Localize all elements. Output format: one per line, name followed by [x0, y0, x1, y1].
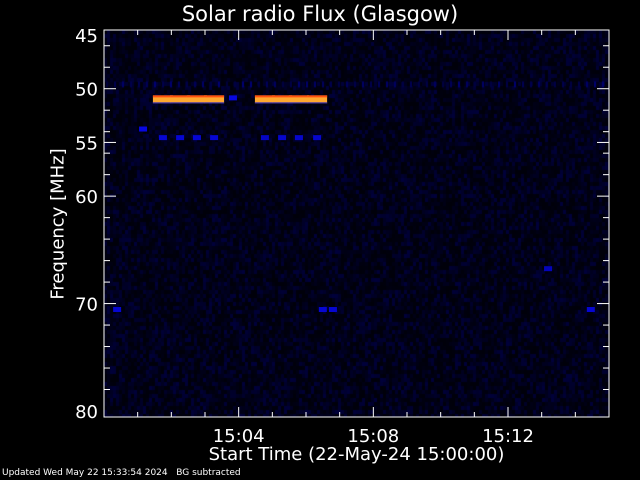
y-tick-label: 60	[75, 187, 98, 208]
burst-mark-base	[152, 102, 173, 104]
burst-mark	[113, 307, 122, 313]
burst-mark	[544, 266, 553, 272]
burst-mark-base	[254, 102, 275, 104]
burst-mark-edge	[272, 95, 293, 98]
y-tick-label: 70	[75, 295, 98, 316]
x-axis-label: Start Time (22-May-24 15:00:00)	[208, 444, 505, 465]
burst-mark	[210, 135, 219, 141]
burst-mark-base	[288, 102, 309, 104]
burst-mark	[586, 307, 595, 313]
burst-mark-base	[204, 102, 225, 104]
burst-mark	[228, 95, 237, 101]
y-tick-label: 45	[75, 26, 98, 47]
burst-mark	[318, 307, 327, 313]
plot-frame	[103, 29, 610, 418]
y-tick-label: 50	[75, 80, 98, 101]
burst-mark	[288, 95, 309, 104]
burst-mark	[192, 135, 201, 141]
burst-mark	[294, 135, 303, 141]
burst-mark	[176, 135, 185, 141]
burst-mark	[272, 95, 293, 104]
burst-mark	[158, 135, 167, 141]
burst-mark	[328, 307, 337, 313]
burst-mark	[313, 135, 322, 141]
burst-mark	[260, 135, 269, 141]
burst-mark-base	[272, 102, 293, 104]
burst-mark-edge	[254, 95, 275, 98]
burst-mark	[204, 95, 225, 104]
x-tick-label: 15:08	[347, 426, 399, 447]
burst-mark-edge	[288, 95, 309, 98]
footer: Updated Wed May 22 15:33:54 2024 BG subt…	[2, 468, 241, 478]
burst-mark-base	[307, 102, 328, 104]
burst-mark-edge	[307, 95, 328, 98]
burst-mark	[254, 95, 275, 104]
updated-timestamp: Updated Wed May 22 15:33:54 2024	[2, 468, 168, 478]
burst-mark	[186, 95, 207, 104]
spectrogram-background	[104, 30, 609, 417]
burst-mark-edge	[152, 95, 173, 98]
y-tick-label: 55	[75, 133, 98, 154]
chart-title: Solar radio Flux (Glasgow)	[181, 2, 459, 26]
burst-mark-edge	[170, 95, 191, 98]
bg-note: BG subtracted	[176, 468, 241, 478]
burst-mark-base	[170, 102, 191, 104]
burst-mark	[307, 95, 328, 104]
burst-mark	[170, 95, 191, 104]
x-tick-label: 15:04	[213, 426, 265, 447]
burst-mark-edge	[186, 95, 207, 98]
burst-mark	[278, 135, 287, 141]
y-tick-label: 80	[75, 402, 98, 423]
burst-mark	[152, 95, 173, 104]
y-axis-label: Frequency [MHz]	[47, 148, 69, 300]
burst-mark-edge	[204, 95, 225, 98]
burst-mark-base	[186, 102, 207, 104]
x-tick-label: 15:12	[482, 426, 534, 447]
burst-mark	[139, 126, 148, 132]
